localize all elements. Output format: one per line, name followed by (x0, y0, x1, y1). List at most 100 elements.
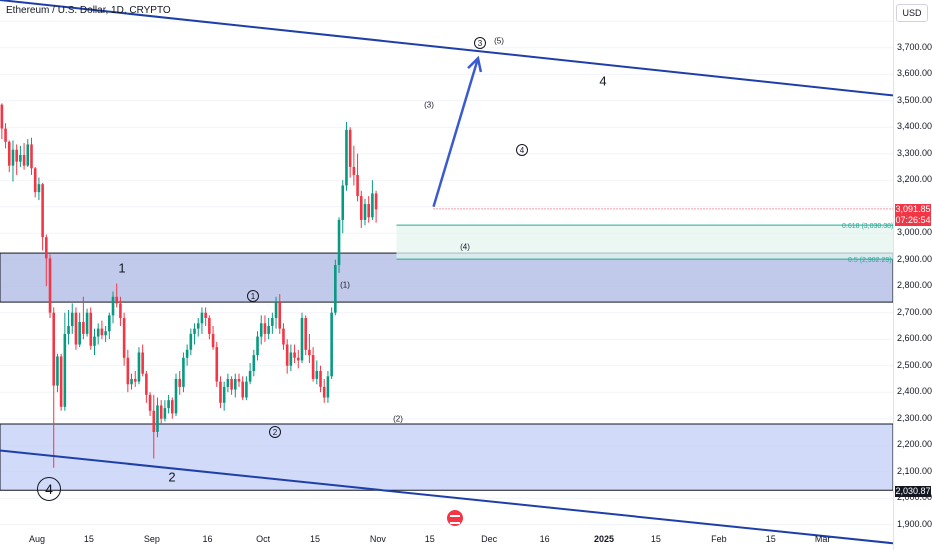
paren-2-label: (2) (393, 414, 403, 424)
date-tick: 15 (424, 534, 435, 544)
candle-body (89, 312, 93, 346)
candle-body (167, 400, 170, 409)
price-tick: 2,700.00 (897, 306, 932, 317)
wave-4-bottom-label: 4 (37, 477, 61, 501)
candle-body (41, 184, 44, 238)
candle-body (193, 328, 196, 334)
level-tag: 2,030.87 (895, 486, 931, 497)
candle-body (48, 258, 52, 313)
candle-body (59, 356, 63, 407)
candle-body (345, 129, 348, 186)
candle-body (315, 371, 319, 379)
candle-body (334, 265, 337, 313)
price-tick: 2,900.00 (897, 253, 932, 264)
candle-body (163, 408, 167, 419)
date-tick: Sep (143, 534, 160, 544)
candle-body (374, 193, 378, 210)
minor-1-label: 1 (247, 290, 259, 302)
candle-body (74, 312, 78, 345)
paren-1-label: (1) (340, 280, 350, 290)
minor-3-label: 3 (474, 37, 486, 49)
candle-body (300, 318, 304, 361)
fib-retracement (396, 224, 893, 260)
candle-body (308, 349, 311, 356)
candle-body (126, 357, 130, 385)
fib-fill (396, 225, 893, 260)
date-tick: 2025 (593, 534, 614, 544)
date-tick: Dec (481, 534, 498, 544)
wave-1-label: 1 (118, 260, 126, 276)
candle-body (211, 333, 215, 348)
candle-body (241, 381, 245, 398)
wave-2-label: 2 (168, 469, 176, 485)
candle-body (130, 378, 133, 385)
candle-body (230, 378, 233, 390)
candle-body (282, 328, 285, 345)
candle-body (196, 323, 200, 329)
paren-4-label: (4) (460, 242, 470, 252)
us-flag-icon[interactable] (447, 510, 463, 526)
candle-body (263, 323, 267, 334)
price-tick: 3,500.00 (897, 94, 932, 105)
channel-lower-line (0, 449, 894, 545)
candle-body (371, 193, 374, 218)
price-tick: 2,500.00 (897, 359, 932, 370)
candle-body (178, 378, 182, 387)
candle-body (4, 128, 7, 142)
candle-body (156, 405, 159, 432)
paren-3-label: (3) (424, 100, 434, 110)
chart-title: Ethereum / U.S. Dollar, 1D, CRYPTO (6, 5, 171, 16)
candle-body (141, 352, 144, 374)
candle-body (248, 371, 252, 382)
candle-body (204, 312, 207, 318)
candle-body (145, 373, 148, 395)
candle-body (78, 321, 81, 345)
date-tick: Aug (29, 534, 46, 544)
candle-body (45, 237, 48, 259)
candle-body (37, 184, 41, 193)
candle-body (341, 185, 345, 220)
candle-body (171, 400, 174, 414)
price-zone (0, 423, 894, 491)
candle-body (215, 347, 219, 382)
currency-button[interactable]: USD (896, 4, 928, 22)
candle-body (70, 312, 74, 326)
candle-body (252, 355, 256, 371)
price-zones (0, 252, 894, 491)
candle-body (7, 141, 11, 166)
candle-body (11, 149, 15, 166)
projection-arrow-head (467, 55, 483, 73)
candle-body (148, 394, 152, 411)
price-tick: 3,600.00 (897, 68, 932, 79)
candle-body (104, 331, 107, 336)
candle-body (56, 356, 59, 386)
price-scale[interactable] (893, 0, 932, 550)
date-tick: 15 (650, 534, 661, 544)
candle-body (174, 378, 178, 414)
candle-body (100, 328, 104, 336)
trend-lines (0, 0, 894, 545)
wave-4-top-label: 4 (599, 73, 607, 89)
candle-body (182, 357, 185, 387)
candle-body (152, 410, 156, 432)
paren-5-label: (5) (494, 36, 504, 46)
candle-body (208, 318, 211, 334)
candle-body (185, 349, 189, 358)
price-tick: 2,400.00 (897, 386, 932, 397)
candle-body (356, 174, 359, 197)
candle-body (256, 336, 259, 356)
fib-618-label: 0.618 (3,030.38) (842, 223, 894, 230)
date-tick: 15 (765, 534, 776, 544)
channel-upper-line (0, 0, 894, 97)
candle-body (85, 312, 89, 334)
candle-body (222, 386, 226, 403)
candle-body (278, 302, 282, 329)
candle-body (67, 325, 70, 334)
candle-body (137, 352, 141, 382)
candle-body (189, 333, 193, 350)
price-tick: 2,600.00 (897, 333, 932, 344)
candle-body (311, 355, 315, 379)
price-tick: 2,100.00 (897, 465, 932, 476)
price-tick: 1,900.00 (897, 518, 932, 529)
